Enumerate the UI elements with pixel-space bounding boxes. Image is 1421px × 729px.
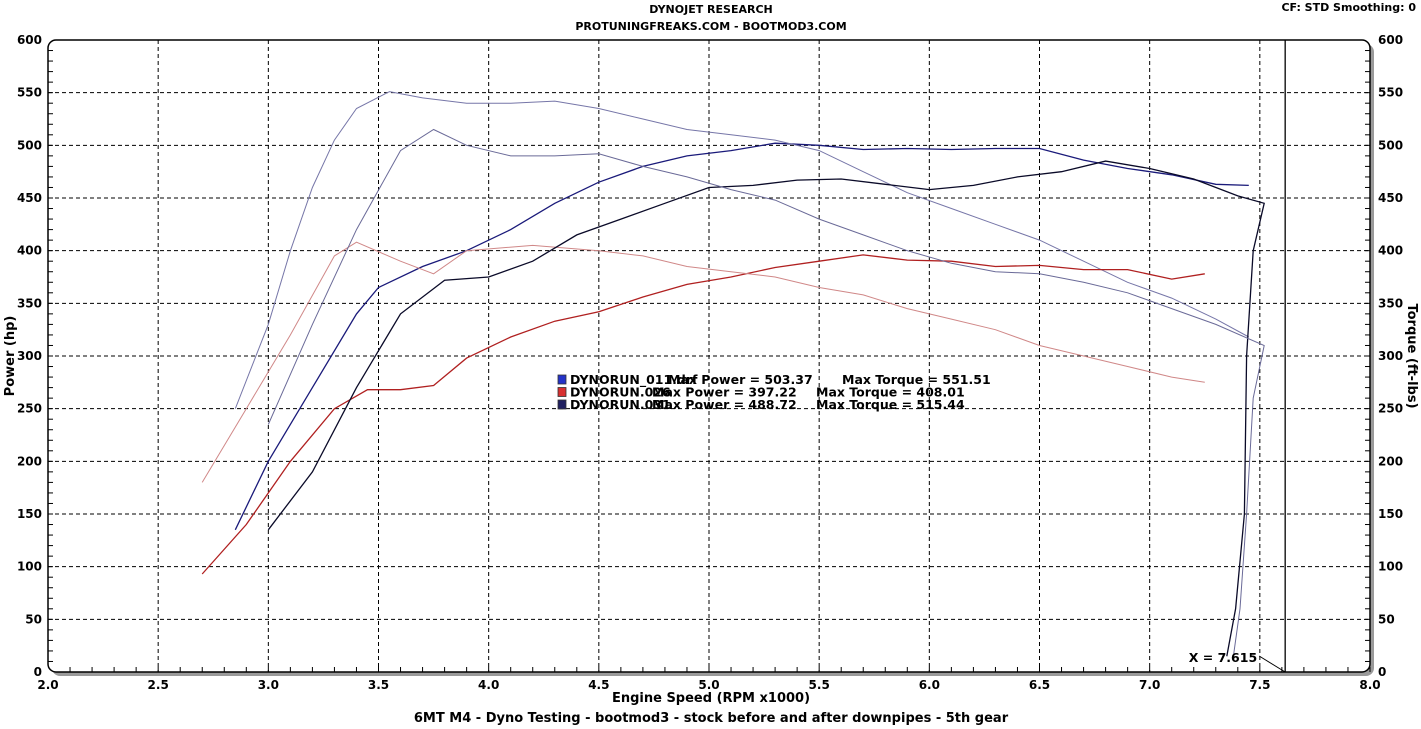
legend-max-power: Max Power = 488.72 xyxy=(652,397,797,412)
y2-tick-label: 400 xyxy=(1378,244,1403,258)
x-axis-label: Engine Speed (RPM x1000) xyxy=(612,691,810,706)
cursor-leader xyxy=(1258,655,1286,673)
y-tick-label: 300 xyxy=(17,349,42,363)
y2-tick-label: 300 xyxy=(1378,349,1403,363)
legend-swatch xyxy=(557,374,567,385)
x-tick-label: 4.0 xyxy=(478,678,499,692)
y-tick-label: 0 xyxy=(34,665,42,679)
curve-dynorun-031-power xyxy=(267,160,1265,657)
y-tick-label: 100 xyxy=(17,560,42,574)
y2-tick-label: 100 xyxy=(1378,560,1403,574)
x-tick-label: 8.0 xyxy=(1359,678,1380,692)
y2-tick-label: 250 xyxy=(1378,402,1403,416)
x-tick-label: 2.5 xyxy=(148,678,169,692)
curve-dynorun-026-torque xyxy=(201,241,1205,483)
x-tick-label: 2.0 xyxy=(37,678,58,692)
y2-tick-label: 50 xyxy=(1378,612,1395,626)
x-tick-label: 6.0 xyxy=(919,678,940,692)
curve-dynorun-011-drf-power xyxy=(234,142,1249,531)
legend-max-power: Max Power = 503.37 xyxy=(668,372,813,387)
legend-run-name: DYNORUN.031 xyxy=(570,397,671,412)
curve-dynorun-026-power xyxy=(201,254,1205,575)
y-tick-label: 250 xyxy=(17,402,42,416)
x-tick-label: 3.5 xyxy=(368,678,389,692)
chart-subtitle: PROTUNINGFREAKS.COM - BOOTMOD3.COM xyxy=(575,20,846,33)
y2-tick-label: 150 xyxy=(1378,507,1403,521)
chart-title: DYNOJET RESEARCH xyxy=(649,3,772,16)
curve-dynorun-031-torque xyxy=(267,128,1265,657)
y2-tick-label: 350 xyxy=(1378,296,1403,310)
y2-tick-label: 600 xyxy=(1378,33,1403,47)
y-tick-label: 150 xyxy=(17,507,42,521)
x-tick-label: 3.0 xyxy=(258,678,279,692)
legend-run-name: DYNORUN.026 xyxy=(570,385,671,400)
y2-tick-label: 0 xyxy=(1378,665,1386,679)
y-tick-label: 500 xyxy=(17,138,42,152)
y2-axis-label: Torque (ft-lbs) xyxy=(1404,303,1419,408)
legend-max-torque: Max Torque = 551.51 xyxy=(842,372,991,387)
x-tick-label: 4.5 xyxy=(588,678,609,692)
y2-tick-label: 200 xyxy=(1378,454,1403,468)
y-tick-label: 50 xyxy=(25,612,42,626)
y-tick-label: 350 xyxy=(17,296,42,310)
y-tick-label: 450 xyxy=(17,191,42,205)
footer-caption: 6MT M4 - Dyno Testing - bootmod3 - stock… xyxy=(414,711,1009,725)
legend-swatch xyxy=(557,387,567,397)
settings-label: CF: STD Smoothing: 0 xyxy=(1281,1,1416,14)
legend-max-torque: Max Torque = 408.01 xyxy=(816,385,965,400)
curve-dynorun-011-drf-torque xyxy=(234,91,1250,409)
x-tick-label: 5.5 xyxy=(809,678,830,692)
x-tick-label: 7.5 xyxy=(1249,678,1270,692)
x-tick-label: 7.0 xyxy=(1139,678,1160,692)
legend-swatch xyxy=(557,399,567,410)
y-tick-label: 550 xyxy=(17,86,42,100)
legend-max-torque: Max Torque = 515.44 xyxy=(816,397,965,412)
legend-run-name: DYNORUN_011.drf xyxy=(570,372,698,388)
cursor-label: X = 7.615 xyxy=(1189,650,1257,665)
y2-tick-label: 550 xyxy=(1378,86,1403,100)
y2-tick-label: 450 xyxy=(1378,191,1403,205)
x-tick-label: 6.5 xyxy=(1029,678,1050,692)
legend-max-power: Max Power = 397.22 xyxy=(652,385,797,400)
y2-tick-label: 500 xyxy=(1378,138,1403,152)
x-tick-label: 5.0 xyxy=(698,678,719,692)
y-tick-label: 200 xyxy=(17,454,42,468)
y-axis-label: Power (hp) xyxy=(3,316,18,397)
y-tick-label: 600 xyxy=(17,33,42,47)
y-tick-label: 400 xyxy=(17,244,42,258)
